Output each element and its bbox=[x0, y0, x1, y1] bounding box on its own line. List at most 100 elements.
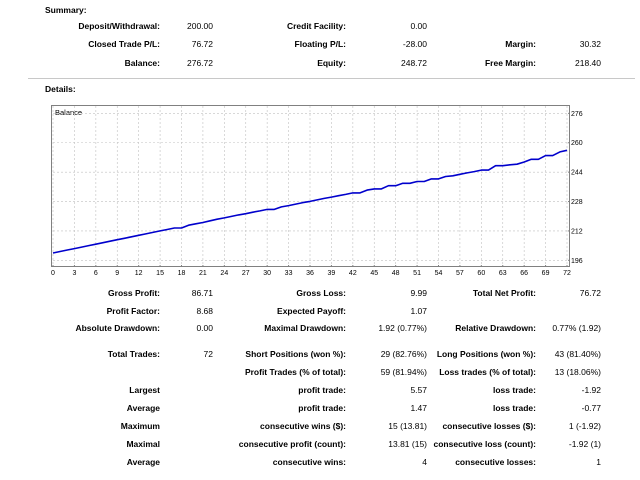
summary-label-r0-c1: Credit Facility: bbox=[286, 21, 346, 31]
summary-value-r2-c2: 218.40 bbox=[575, 58, 601, 68]
x-tick-label: 30 bbox=[263, 270, 271, 277]
y-tick-label: 276 bbox=[571, 111, 583, 118]
x-tick-label: 57 bbox=[456, 270, 464, 277]
stats-label-r2-c1: Maximal Drawdown: bbox=[264, 323, 346, 333]
stats-label-r6-c1: profit trade: bbox=[298, 403, 346, 413]
y-tick-label: 212 bbox=[571, 228, 583, 235]
summary-label-r2-c0: Balance: bbox=[124, 58, 160, 68]
summary-value-r2-c1: 248.72 bbox=[401, 58, 427, 68]
stats-label-r0-c1: Gross Loss: bbox=[296, 288, 346, 298]
stats-value-r6-c2: -0.77 bbox=[581, 403, 601, 413]
summary-label-r1-c2: Margin: bbox=[505, 39, 536, 49]
x-tick-label: 21 bbox=[199, 270, 207, 277]
stats-label-r9-c2: consecutive losses: bbox=[455, 457, 536, 467]
stats-value-r3-c0: 72 bbox=[203, 349, 213, 359]
summary-label-r2-c1: Equity: bbox=[317, 58, 346, 68]
stats-value-r2-c0: 0.00 bbox=[196, 323, 213, 333]
x-tick-label: 18 bbox=[178, 270, 186, 277]
stats-value-r0-c1: 9.99 bbox=[410, 288, 427, 298]
summary-label-r2-c2: Free Margin: bbox=[484, 58, 536, 68]
x-tick-label: 72 bbox=[563, 270, 571, 277]
stats-label-r5-c1: profit trade: bbox=[298, 385, 346, 395]
stats-value-r2-c1: 1.92 (0.77%) bbox=[378, 323, 427, 333]
stats-label-r8-c1: consecutive profit (count): bbox=[238, 439, 346, 449]
summary-value-r0-c0: 200.00 bbox=[187, 21, 213, 31]
stats-label-r9-c0: Average bbox=[126, 457, 160, 467]
stats-label-r7-c0: Maximum bbox=[120, 421, 160, 431]
x-tick-label: 51 bbox=[413, 270, 421, 277]
stats-value-r1-c1: 1.07 bbox=[410, 306, 427, 316]
x-tick-label: 33 bbox=[285, 270, 293, 277]
x-tick-label: 12 bbox=[135, 270, 143, 277]
stats-value-r4-c2: 13 (18.06%) bbox=[554, 367, 601, 377]
x-tick-label: 3 bbox=[72, 270, 76, 277]
x-tick-label: 54 bbox=[435, 270, 443, 277]
x-tick-label: 66 bbox=[520, 270, 528, 277]
x-tick-label: 42 bbox=[349, 270, 357, 277]
x-tick-label: 6 bbox=[94, 270, 98, 277]
stats-label-r8-c0: Maximal bbox=[126, 439, 160, 449]
stats-label-r4-c1: Profit Trades (% of total): bbox=[244, 367, 346, 377]
stats-label-r7-c2: consecutive losses ($): bbox=[442, 421, 536, 431]
stats-label-r7-c1: consecutive wins ($): bbox=[260, 421, 346, 431]
summary-label-r1-c1: Floating P/L: bbox=[294, 39, 346, 49]
summary-value-r1-c1: -28.00 bbox=[402, 39, 427, 49]
stats-label-r1-c1: Expected Payoff: bbox=[277, 306, 346, 316]
stats-label-r0-c0: Gross Profit: bbox=[108, 288, 160, 298]
stats-label-r6-c2: loss trade: bbox=[493, 403, 536, 413]
stats-label-r4-c2: Loss trades (% of total): bbox=[439, 367, 536, 377]
summary-value-r2-c0: 276.72 bbox=[187, 58, 213, 68]
summary-value-r0-c1: 0.00 bbox=[410, 21, 427, 31]
x-tick-label: 39 bbox=[328, 270, 336, 277]
summary-label-r1-c0: Closed Trade P/L: bbox=[88, 39, 160, 49]
stats-value-r8-c1: 13.81 (15) bbox=[388, 439, 427, 449]
stats-label-r3-c2: Long Positions (won %): bbox=[436, 349, 536, 359]
x-tick-label: 9 bbox=[115, 270, 119, 277]
x-tick-label: 48 bbox=[392, 270, 400, 277]
y-tick-label: 244 bbox=[571, 170, 583, 177]
x-tick-label: 45 bbox=[370, 270, 378, 277]
x-tick-label: 27 bbox=[242, 270, 250, 277]
stats-label-r1-c0: Profit Factor: bbox=[106, 306, 160, 316]
stats-label-r2-c2: Relative Drawdown: bbox=[455, 323, 536, 333]
stats-value-r1-c0: 8.68 bbox=[196, 306, 213, 316]
x-tick-label: 60 bbox=[477, 270, 485, 277]
stats-value-r4-c1: 59 (81.94%) bbox=[380, 367, 427, 377]
stats-value-r9-c1: 4 bbox=[422, 457, 427, 467]
y-tick-label: 228 bbox=[571, 199, 583, 206]
details-title: Details: bbox=[45, 84, 76, 94]
y-tick-label: 260 bbox=[571, 140, 583, 147]
stats-label-r3-c0: Total Trades: bbox=[107, 349, 160, 359]
stats-value-r0-c2: 76.72 bbox=[579, 288, 601, 298]
summary-divider bbox=[28, 78, 635, 79]
stats-value-r7-c1: 15 (13.81) bbox=[388, 421, 427, 431]
stats-value-r5-c2: -1.92 bbox=[581, 385, 601, 395]
stats-value-r0-c0: 86.71 bbox=[191, 288, 213, 298]
balance-series-line bbox=[52, 149, 568, 254]
x-tick-label: 69 bbox=[542, 270, 550, 277]
stats-value-r7-c2: 1 (-1.92) bbox=[568, 421, 601, 431]
stats-label-r8-c2: consecutive loss (count): bbox=[433, 439, 537, 449]
x-tick-label: 36 bbox=[306, 270, 314, 277]
summary-label-r0-c0: Deposit/Withdrawal: bbox=[78, 21, 160, 31]
stats-value-r3-c1: 29 (82.76%) bbox=[380, 349, 427, 359]
chart-title: Balance bbox=[55, 108, 83, 117]
x-tick-label: 15 bbox=[156, 270, 164, 277]
stats-label-r6-c0: Average bbox=[126, 403, 160, 413]
stats-label-r0-c2: Total Net Profit: bbox=[472, 288, 536, 298]
stats-label-r9-c1: consecutive wins: bbox=[272, 457, 346, 467]
summary-value-r1-c2: 30.32 bbox=[579, 39, 601, 49]
stats-label-r2-c0: Absolute Drawdown: bbox=[75, 323, 160, 333]
x-tick-label: 63 bbox=[499, 270, 507, 277]
stats-label-r3-c1: Short Positions (won %): bbox=[245, 349, 346, 359]
stats-label-r5-c0: Largest bbox=[129, 385, 160, 395]
x-tick-label: 0 bbox=[51, 270, 55, 277]
stats-value-r5-c1: 5.57 bbox=[410, 385, 427, 395]
summary-value-r1-c0: 76.72 bbox=[191, 39, 213, 49]
y-tick-label: 196 bbox=[571, 258, 583, 265]
stats-value-r3-c2: 43 (81.40%) bbox=[554, 349, 601, 359]
summary-title: Summary: bbox=[45, 5, 87, 15]
stats-value-r2-c2: 0.77% (1.92) bbox=[552, 323, 601, 333]
x-tick-label: 24 bbox=[220, 270, 228, 277]
